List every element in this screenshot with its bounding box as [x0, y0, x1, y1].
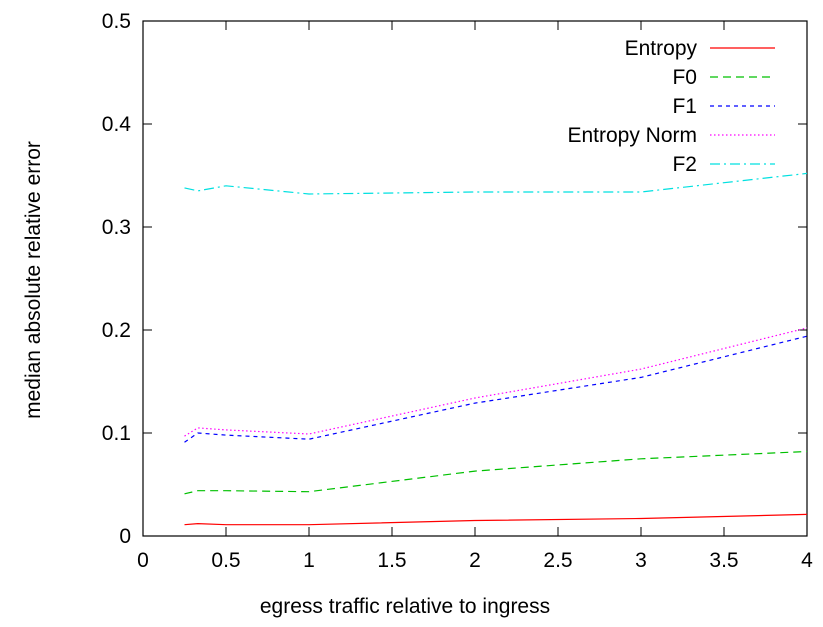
- series-line-entropy-norm: [184, 327, 808, 437]
- x-tick-label: 0: [137, 549, 149, 572]
- x-tick-label: 1: [303, 549, 315, 572]
- x-tick-label: 4: [801, 549, 813, 572]
- x-tick-label: 0.5: [211, 549, 240, 572]
- series-line-f1: [184, 335, 808, 443]
- x-axis-label: egress traffic relative to ingress: [260, 595, 550, 618]
- x-tick-label: 3: [635, 549, 647, 572]
- legend-label: F1: [672, 95, 697, 118]
- series-line-f0: [184, 450, 808, 495]
- y-tick-label: 0.4: [102, 113, 132, 136]
- y-tick-label: 0.1: [102, 422, 131, 445]
- legend: Entropy F0 F1 Entropy Norm F2: [567, 37, 775, 176]
- legend-label: F2: [672, 153, 697, 176]
- y-tick-label: 0.5: [102, 10, 131, 33]
- x-tick-label: 2.5: [543, 549, 572, 572]
- x-tick-label: 2: [469, 549, 481, 572]
- legend-label: F0: [672, 66, 697, 89]
- legend-label: Entropy Norm: [567, 124, 697, 147]
- y-axis-label: median absolute relative error: [22, 141, 45, 419]
- axis-tick-labels: 0 0.5 1 1.5 2 2.5 3 3.5 4 0 0.1 0.2 0.3 0.4 0.5: [102, 10, 813, 572]
- series-lines: [184, 172, 808, 526]
- series-line-entropy: [184, 513, 808, 526]
- axis-ticks: [142, 20, 808, 537]
- y-tick-label: 0.2: [102, 319, 131, 342]
- y-tick-label: 0.3: [102, 216, 131, 239]
- x-tick-label: 3.5: [709, 549, 738, 572]
- x-tick-label: 1.5: [377, 549, 406, 572]
- plot-frame: [142, 20, 808, 537]
- y-tick-label: 0: [119, 525, 131, 548]
- series-line-f2: [184, 172, 808, 195]
- legend-label: Entropy: [625, 37, 698, 60]
